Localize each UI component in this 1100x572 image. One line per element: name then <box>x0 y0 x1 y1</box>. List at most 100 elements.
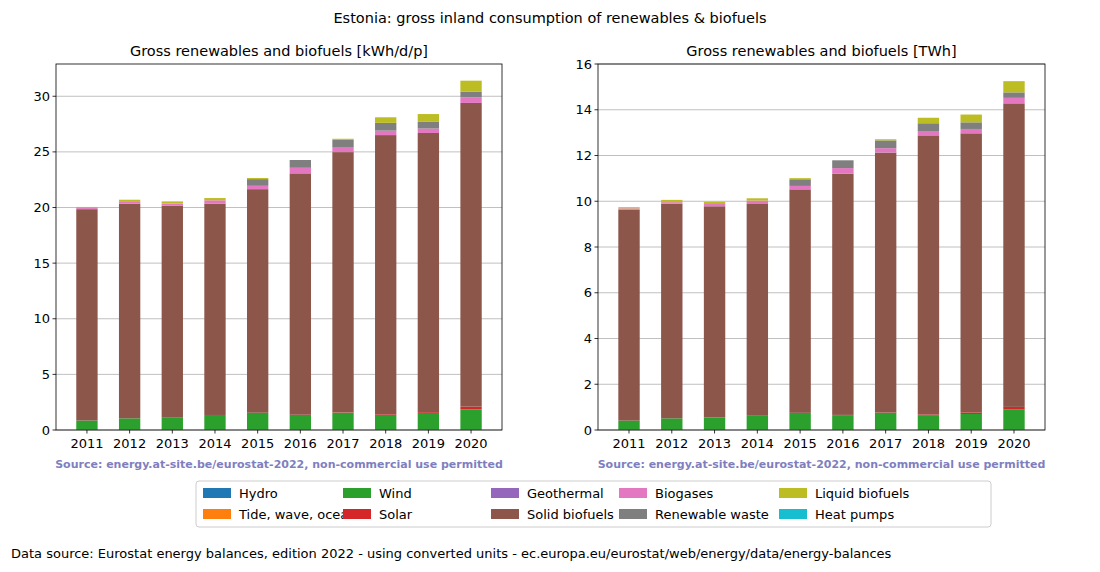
bar-segment <box>661 204 682 419</box>
bar-segment <box>918 135 939 414</box>
x-tick-label: 2014 <box>741 436 774 451</box>
x-tick-label: 2020 <box>455 436 488 451</box>
bar-segment <box>76 421 97 430</box>
bar-segment <box>204 204 225 415</box>
grid-line <box>598 109 1045 110</box>
bar-segment <box>76 208 97 209</box>
bar-segment <box>418 412 439 414</box>
frame <box>598 64 1045 430</box>
x-tick <box>629 430 630 434</box>
series <box>618 81 1024 208</box>
bar-segment <box>618 209 639 420</box>
bar-segment <box>832 160 853 161</box>
x-tick-label: 2011 <box>70 436 103 451</box>
bar-segment <box>76 208 97 209</box>
bar-segment <box>332 140 353 148</box>
x-tick <box>885 430 886 434</box>
y-tick-label: 25 <box>33 144 50 159</box>
y-tick-label: 15 <box>33 256 50 271</box>
bar-segment <box>375 131 396 135</box>
legend: HydroTide, wave, oceanWindSolarGeotherma… <box>196 481 991 527</box>
y-tick <box>53 96 57 97</box>
bar-segment <box>832 415 853 429</box>
legend-swatch <box>203 488 231 498</box>
x-tick <box>714 430 715 434</box>
legend-box <box>196 481 991 527</box>
x-tick-label: 2011 <box>612 436 645 451</box>
bar-segment <box>747 204 768 415</box>
bar-segment <box>1003 81 1024 92</box>
bar-segment <box>290 160 311 161</box>
y-tick-label: 5 <box>42 367 50 382</box>
bar-segment <box>332 139 353 140</box>
x-tick <box>671 430 672 434</box>
legend-label: Solid biofuels <box>527 507 614 522</box>
x-tick-label: 2016 <box>284 436 317 451</box>
bar-segment <box>162 201 183 203</box>
y-tick-label: 0 <box>42 423 50 438</box>
bar-segment <box>661 200 682 202</box>
bar-segment <box>661 418 682 429</box>
bar-segment <box>247 179 268 186</box>
bar-segment <box>747 415 768 429</box>
x-tick <box>214 430 215 434</box>
series <box>618 103 1024 420</box>
series <box>76 97 481 209</box>
legend-swatch <box>343 488 371 498</box>
bar-segment <box>618 207 639 208</box>
bar-segment <box>375 117 396 123</box>
bar-segment <box>418 133 439 412</box>
bar-segment <box>747 198 768 200</box>
legend-label: Geothermal <box>527 486 604 501</box>
legend-label: Renewable waste <box>655 507 769 522</box>
bar-segment <box>460 92 481 98</box>
bar-segment <box>460 409 481 429</box>
bar-segment <box>290 173 311 414</box>
legend-label: Solar <box>379 507 413 522</box>
bar-segment <box>247 178 268 179</box>
y-tick <box>53 430 57 431</box>
bar-segment <box>119 200 140 202</box>
bar-segment <box>204 415 225 429</box>
y-tick <box>595 109 599 110</box>
bar-segment <box>789 178 810 179</box>
legend-label: Tide, wave, ocean <box>238 507 357 522</box>
x-tick <box>1013 430 1014 434</box>
legend-swatch <box>779 509 807 519</box>
series <box>618 98 1024 210</box>
bar-segment <box>747 201 768 204</box>
bar-segment <box>1003 98 1024 103</box>
bar-segment <box>332 138 353 139</box>
bar-segment <box>789 178 810 179</box>
bar-segment <box>918 131 939 135</box>
source-note: Source: energy.at-site.be/eurostat-2022,… <box>598 458 1046 471</box>
bar-segment <box>204 198 225 199</box>
bar-segment <box>661 202 682 204</box>
bars <box>618 81 1024 430</box>
axes: 0246810121416201120122013201420152016201… <box>575 43 1045 471</box>
y-tick <box>53 318 57 319</box>
x-tick-label: 2018 <box>369 436 402 451</box>
bar-segment <box>789 189 810 412</box>
x-tick <box>257 430 258 434</box>
x-tick-label: 2013 <box>156 436 189 451</box>
legend-label: Wind <box>379 486 412 501</box>
bar-segment <box>661 199 682 200</box>
bar-segment <box>618 208 639 209</box>
bar-segment <box>418 122 439 129</box>
bar-segment <box>961 114 982 115</box>
y-tick-label: 2 <box>584 377 592 392</box>
x-tick <box>86 430 87 434</box>
x-tick <box>343 430 344 434</box>
bar-segment <box>832 168 853 173</box>
bar-segment <box>1003 92 1024 97</box>
y-tick <box>595 201 599 202</box>
x-tick <box>971 430 972 434</box>
legend-label: Heat pumps <box>815 507 894 522</box>
bar-segment <box>961 122 982 129</box>
bar-segment <box>204 200 225 203</box>
bar-segment <box>247 178 268 179</box>
bar-segment <box>1003 407 1024 410</box>
bar-segment <box>875 153 896 413</box>
bar-segment <box>375 415 396 429</box>
